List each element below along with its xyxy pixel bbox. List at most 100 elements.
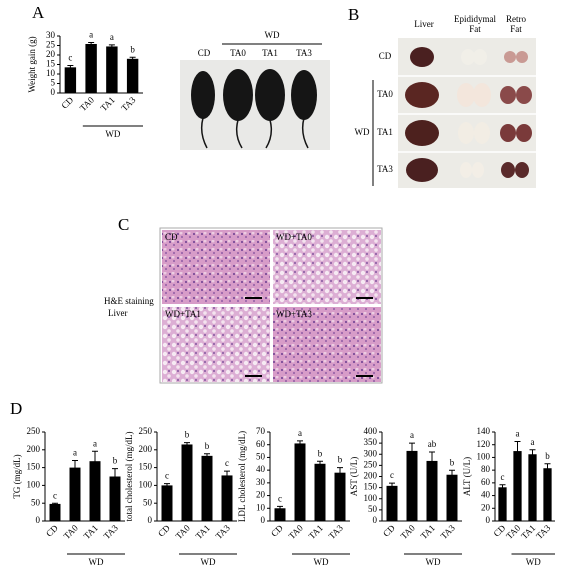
y-tick-label: 100 [139, 479, 153, 489]
x-tick-label: CD [381, 522, 397, 538]
histology-image [273, 230, 381, 304]
column-label-box: Retro Fat [506, 14, 526, 34]
bar [543, 468, 552, 521]
x-tick-label: TA3 [214, 522, 233, 541]
y-tick-label: 0 [51, 87, 56, 97]
x-tick-label: TA1 [194, 523, 212, 541]
panel-label: C [118, 215, 129, 234]
bar [498, 487, 507, 521]
x-tick-label: TA0 [399, 522, 418, 541]
error-bar [529, 449, 536, 459]
x-tick-label: CD [59, 94, 75, 110]
x-tick-label: TA1 [99, 95, 117, 113]
y-tick-label: 30 [256, 477, 266, 487]
bar [106, 46, 118, 93]
significance-label: a [298, 428, 302, 438]
panel-label: B [348, 5, 359, 24]
column-label: Epididymal Fat [454, 14, 496, 34]
x-tick-label: TA1 [419, 523, 437, 541]
y-tick-label: 60 [256, 439, 266, 449]
bar [314, 463, 326, 521]
image-label: WD+TA1 [165, 309, 201, 319]
error-bar [317, 460, 323, 467]
row-label: TA1 [377, 127, 393, 137]
bar [528, 454, 537, 521]
group-label: WD [201, 557, 216, 567]
y-tick-label: 250 [364, 459, 378, 469]
row-label: CD [379, 51, 392, 61]
y-tick-label: 40 [481, 490, 491, 500]
significance-label: b [545, 451, 550, 461]
bar [221, 475, 233, 521]
y-tick-label: 5 [51, 78, 56, 88]
y-tick-label: 50 [143, 497, 153, 507]
error-bar [88, 41, 95, 46]
tissue-label: Liver [108, 308, 128, 318]
x-tick-label: TA0 [504, 522, 523, 541]
y-tick-label: 100 [477, 451, 491, 461]
group-label: WD [355, 127, 370, 137]
bar [386, 485, 398, 521]
x-tick-label: CD [156, 522, 172, 538]
significance-label: c [53, 490, 57, 500]
image-label: CD [165, 232, 178, 242]
error-bar [129, 56, 136, 61]
error-bar [52, 502, 58, 505]
error-bar [337, 467, 343, 478]
error-bar [108, 44, 115, 48]
y-tick-label: 250 [27, 426, 41, 436]
y-tick-label: 250 [139, 426, 153, 436]
bar [161, 485, 173, 521]
y-tick-label: 30 [46, 30, 56, 40]
significance-label: b [185, 430, 190, 440]
error-bar [72, 459, 78, 475]
row-label: TA3 [377, 164, 393, 174]
group-label: WD [526, 557, 541, 567]
y-tick-label: 20 [481, 502, 491, 512]
column-label: Liver [414, 19, 434, 29]
y-tick-label: 70 [256, 426, 266, 436]
photo-label: CD [198, 48, 211, 58]
y-axis-label: LDL cholesterol (mg/dL) [237, 431, 247, 522]
x-tick-label: TA3 [102, 522, 121, 541]
stain-label: H&E staining [104, 296, 154, 306]
histology-image [273, 307, 381, 382]
x-tick-label: TA0 [78, 94, 97, 113]
y-tick-label: 20 [256, 490, 266, 500]
significance-label: c [68, 53, 72, 63]
y-tick-label: 40 [256, 464, 266, 474]
error-bar [277, 505, 283, 511]
photo-label: TA0 [230, 48, 246, 58]
significance-label: b [450, 457, 455, 467]
y-tick-label: 50 [256, 451, 266, 461]
significance-label: c [165, 471, 169, 481]
bar [201, 455, 213, 521]
histology-image [162, 230, 270, 304]
error-bar [409, 442, 415, 459]
column-label: Retro Fat [506, 14, 526, 34]
tails [200, 117, 309, 149]
bar [426, 460, 438, 521]
y-tick-label: 0 [261, 515, 266, 525]
y-tick-label: 10 [46, 68, 56, 78]
bar [181, 444, 193, 521]
bar [294, 443, 306, 521]
y-tick-label: 0 [148, 515, 153, 525]
y-tick-label: 10 [256, 502, 266, 512]
y-tick-label: 15 [46, 59, 56, 69]
error-bar [499, 484, 506, 490]
error-bar [67, 64, 74, 70]
y-tick-label: 200 [27, 444, 41, 454]
y-tick-label: 150 [364, 482, 378, 492]
image-label: WD+TA0 [276, 232, 312, 242]
y-tick-label: 350 [364, 437, 378, 447]
x-tick-label: TA0 [174, 522, 193, 541]
bar [64, 67, 77, 93]
significance-label: c [501, 472, 505, 482]
error-bar [112, 468, 118, 485]
significance-label: a [531, 437, 535, 447]
photo-label: TA1 [262, 48, 278, 58]
error-bar [184, 442, 190, 447]
photo-grid [398, 75, 536, 153]
y-axis-label: ALT (U/L) [462, 457, 472, 496]
